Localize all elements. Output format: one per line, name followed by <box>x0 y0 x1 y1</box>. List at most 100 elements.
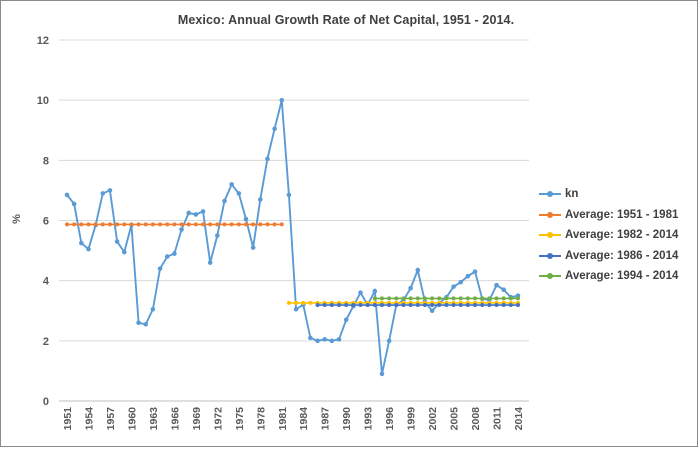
series-marker <box>236 191 242 196</box>
series-marker <box>415 296 420 301</box>
x-tick-label: 1957 <box>105 407 117 431</box>
series-marker <box>365 303 370 308</box>
series-marker <box>150 306 156 312</box>
y-tick-label: 12 <box>37 35 49 47</box>
series-marker <box>179 222 184 227</box>
series-marker <box>136 320 141 326</box>
series-Average: 1986 - 2014[interactable] <box>315 303 520 308</box>
series-marker <box>372 296 377 301</box>
series-marker <box>308 300 313 305</box>
series-marker <box>258 222 263 227</box>
legend-item[interactable]: Average: 1986 - 2014 <box>538 246 678 267</box>
series-kn[interactable] <box>64 97 521 377</box>
y-tick-label: 4 <box>43 276 50 288</box>
series-marker <box>473 296 478 301</box>
series-marker <box>222 222 227 227</box>
series-marker <box>458 296 463 301</box>
series-marker <box>315 338 320 344</box>
series-marker <box>100 191 106 196</box>
series-marker <box>422 303 427 308</box>
x-tick-label: 2005 <box>449 407 461 431</box>
series-marker <box>143 321 149 327</box>
series-marker <box>71 201 77 207</box>
series-marker <box>501 287 506 292</box>
series-marker <box>272 126 277 132</box>
series-marker <box>458 279 464 285</box>
series-marker <box>179 227 184 232</box>
series-marker <box>165 222 170 227</box>
series-marker <box>164 254 170 259</box>
series-marker <box>64 192 70 198</box>
series-marker <box>193 222 198 227</box>
series-marker <box>79 240 84 246</box>
series-marker <box>508 303 513 308</box>
series-marker <box>215 222 220 227</box>
series-marker <box>508 296 513 301</box>
series-Average: 1994 - 2014[interactable] <box>372 296 520 301</box>
series-marker <box>286 192 292 198</box>
legend-label: Average: 1982 - 2014 <box>565 229 679 242</box>
legend-marker <box>539 252 561 259</box>
series-marker <box>136 222 141 227</box>
series-marker <box>408 285 413 291</box>
series-marker <box>158 222 163 227</box>
series-marker <box>465 303 470 308</box>
series-marker <box>408 296 413 301</box>
legend-item[interactable]: Average: 1982 - 2014 <box>538 225 678 246</box>
series-marker <box>422 296 427 301</box>
legend-item[interactable]: kn <box>538 184 678 205</box>
x-tick-label: 1999 <box>406 407 418 431</box>
series-marker <box>265 222 270 227</box>
series-marker <box>458 303 463 308</box>
series-marker <box>86 246 91 252</box>
series-marker <box>294 300 299 305</box>
y-tick-label: 2 <box>43 336 49 348</box>
series-marker <box>472 269 478 274</box>
series-marker <box>186 210 191 216</box>
series-marker <box>487 296 492 301</box>
chart-title[interactable]: Mexico: Annual Growth Rate of Net Capita… <box>177 13 515 27</box>
series-marker <box>100 222 105 227</box>
series-marker <box>172 222 177 227</box>
series-marker <box>293 306 299 312</box>
series-marker <box>451 303 456 308</box>
x-tick-label: 1960 <box>126 407 138 431</box>
series-marker <box>322 303 327 308</box>
y-tick-label: 8 <box>43 155 49 167</box>
series-marker <box>143 222 148 227</box>
series-marker <box>308 335 313 341</box>
series-marker <box>451 284 456 289</box>
legend-item[interactable]: Average: 1994 - 2014 <box>538 266 678 287</box>
legend-marker <box>539 273 561 280</box>
series-marker <box>115 222 120 227</box>
series-marker <box>329 303 334 308</box>
series-marker <box>229 182 234 187</box>
series-marker <box>358 303 363 308</box>
series-marker <box>121 249 127 255</box>
x-tick-label: 1969 <box>191 407 203 431</box>
x-tick-label: 1975 <box>234 407 246 431</box>
series-marker <box>379 296 384 301</box>
series-marker <box>79 222 84 227</box>
series-marker <box>444 303 449 308</box>
legend-label: kn <box>565 188 579 201</box>
series-Average: 1951 - 1981[interactable] <box>65 222 284 227</box>
x-tick-label: 1984 <box>298 407 310 431</box>
legend-item[interactable]: Average: 1951 - 1981 <box>538 205 678 226</box>
series-marker <box>186 222 191 227</box>
series-marker <box>93 222 98 227</box>
series-marker <box>222 198 227 204</box>
series-marker <box>415 267 421 273</box>
series-marker <box>107 188 113 193</box>
x-tick-label: 1978 <box>255 407 267 431</box>
series-marker <box>286 300 291 305</box>
series-marker <box>473 303 478 308</box>
series-marker <box>215 233 220 238</box>
series-line <box>66 99 519 375</box>
series-marker <box>401 296 406 301</box>
x-tick-label: 1996 <box>384 407 396 431</box>
series-marker <box>344 303 349 308</box>
series-marker <box>129 222 134 227</box>
